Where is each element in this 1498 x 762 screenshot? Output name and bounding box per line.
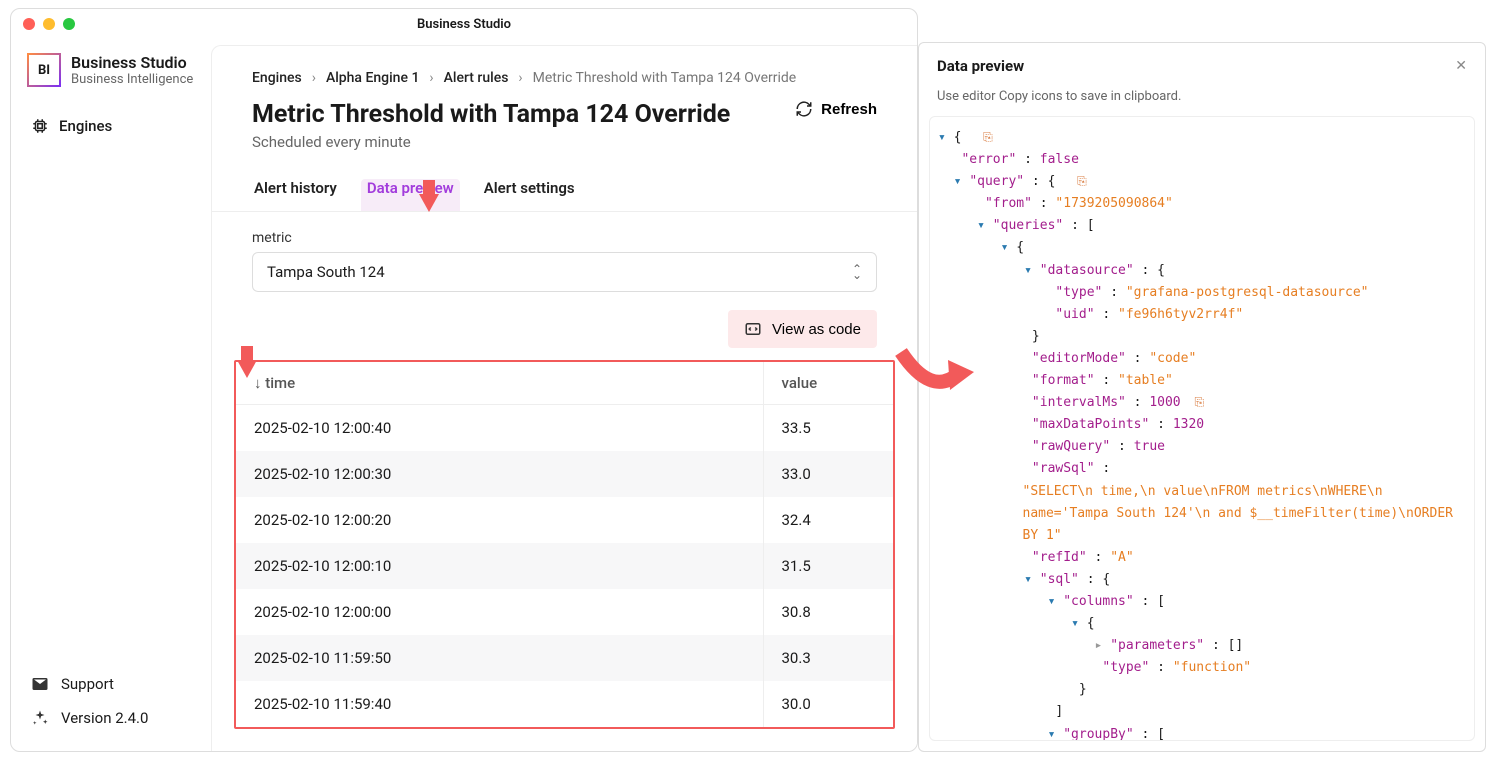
table-row[interactable]: 2025-02-10 12:00:0030.8 — [236, 589, 893, 635]
breadcrumb-engine[interactable]: Alpha Engine 1 — [326, 70, 419, 86]
table-row[interactable]: 2025-02-10 12:00:4033.5 — [236, 405, 893, 452]
table-row[interactable]: 2025-02-10 11:59:5030.3 — [236, 635, 893, 681]
app-window: Business Studio BI Business Studio Busin… — [10, 8, 918, 752]
cell-time: 2025-02-10 11:59:40 — [236, 681, 763, 727]
close-icon[interactable]: ✕ — [1455, 58, 1467, 74]
cell-time: 2025-02-10 12:00:10 — [236, 543, 763, 589]
chevron-right-icon: › — [518, 70, 522, 86]
view-as-code-button[interactable]: View as code — [728, 310, 877, 348]
copy-icon[interactable]: ⎘ — [983, 130, 993, 144]
table-row[interactable]: 2025-02-10 12:00:1031.5 — [236, 543, 893, 589]
chip-icon — [31, 117, 49, 135]
chevron-updown-icon: ⌃⌄ — [852, 266, 862, 278]
refresh-icon — [795, 100, 813, 118]
brand-name: Business Studio — [71, 53, 193, 72]
brand: BI Business Studio Business Intelligence — [11, 39, 211, 101]
cell-time: 2025-02-10 12:00:40 — [236, 405, 763, 452]
chevron-right-icon: › — [312, 70, 316, 86]
refresh-label: Refresh — [821, 101, 877, 118]
code-icon — [744, 320, 762, 338]
tab-data-preview[interactable]: Data preview — [361, 179, 460, 211]
brand-tagline: Business Intelligence — [71, 72, 193, 87]
metric-label: metric — [252, 230, 877, 246]
view-as-code-label: View as code — [772, 321, 861, 338]
copy-icon[interactable]: ⎘ — [1194, 395, 1204, 409]
main-content: Engines › Alpha Engine 1 › Alert rules ›… — [211, 45, 917, 751]
support-link[interactable]: Support — [27, 667, 195, 701]
copy-icon[interactable]: ⎘ — [1077, 174, 1087, 188]
col-time[interactable]: ↓ time — [236, 362, 763, 405]
titlebar: Business Studio — [11, 9, 917, 39]
sidebar: BI Business Studio Business Intelligence… — [11, 39, 211, 751]
cell-time: 2025-02-10 12:00:00 — [236, 589, 763, 635]
brand-logo: BI — [27, 53, 61, 87]
cell-time: 2025-02-10 11:59:50 — [236, 635, 763, 681]
version-label: Version 2.4.0 — [61, 709, 148, 727]
cell-value: 33.0 — [763, 451, 893, 497]
panel-title: Data preview — [937, 57, 1024, 75]
sidebar-item-label: Engines — [59, 117, 112, 135]
cell-value: 30.8 — [763, 589, 893, 635]
json-viewer[interactable]: { ⎘ "error" : false "query" : { ⎘ "from"… — [929, 116, 1475, 741]
breadcrumb-current: Metric Threshold with Tampa 124 Override — [533, 70, 797, 86]
metric-selected: Tampa South 124 — [267, 263, 385, 281]
envelope-icon — [31, 675, 49, 693]
breadcrumb-engines[interactable]: Engines — [252, 70, 302, 86]
page-subtitle: Scheduled every minute — [252, 133, 730, 151]
cell-value: 31.5 — [763, 543, 893, 589]
breadcrumb-rules[interactable]: Alert rules — [444, 70, 509, 86]
col-value[interactable]: value — [763, 362, 893, 405]
panel-hint: Use editor Copy icons to save in clipboa… — [919, 89, 1485, 116]
cell-value: 33.5 — [763, 405, 893, 452]
tab-alert-settings[interactable]: Alert settings — [482, 179, 577, 211]
cell-value: 30.3 — [763, 635, 893, 681]
data-table: ↓ time value 2025-02-10 12:00:4033.52025… — [234, 360, 895, 729]
tabs: Alert history Data preview Alert setting… — [212, 151, 917, 212]
breadcrumb: Engines › Alpha Engine 1 › Alert rules ›… — [212, 46, 917, 86]
tab-alert-history[interactable]: Alert history — [252, 179, 339, 211]
table-row[interactable]: 2025-02-10 11:59:4030.0 — [236, 681, 893, 727]
cell-time: 2025-02-10 12:00:20 — [236, 497, 763, 543]
sidebar-nav: Engines — [11, 101, 211, 151]
cell-time: 2025-02-10 12:00:30 — [236, 451, 763, 497]
support-label: Support — [61, 675, 114, 693]
page-title: Metric Threshold with Tampa 124 Override — [252, 100, 730, 129]
cell-value: 30.0 — [763, 681, 893, 727]
data-preview-panel: Data preview ✕ Use editor Copy icons to … — [918, 42, 1486, 752]
table-row[interactable]: 2025-02-10 12:00:3033.0 — [236, 451, 893, 497]
chevron-right-icon: › — [429, 70, 433, 86]
version-link[interactable]: Version 2.4.0 — [27, 701, 195, 735]
table-row[interactable]: 2025-02-10 12:00:2032.4 — [236, 497, 893, 543]
sidebar-item-engines[interactable]: Engines — [21, 109, 201, 143]
cell-value: 32.4 — [763, 497, 893, 543]
metric-select[interactable]: Tampa South 124 ⌃⌄ — [252, 252, 877, 292]
sparkle-icon — [31, 709, 49, 727]
refresh-button[interactable]: Refresh — [795, 100, 877, 118]
window-title: Business Studio — [11, 17, 917, 32]
sidebar-footer: Support Version 2.4.0 — [11, 657, 211, 751]
sort-desc-icon: ↓ — [254, 374, 262, 392]
